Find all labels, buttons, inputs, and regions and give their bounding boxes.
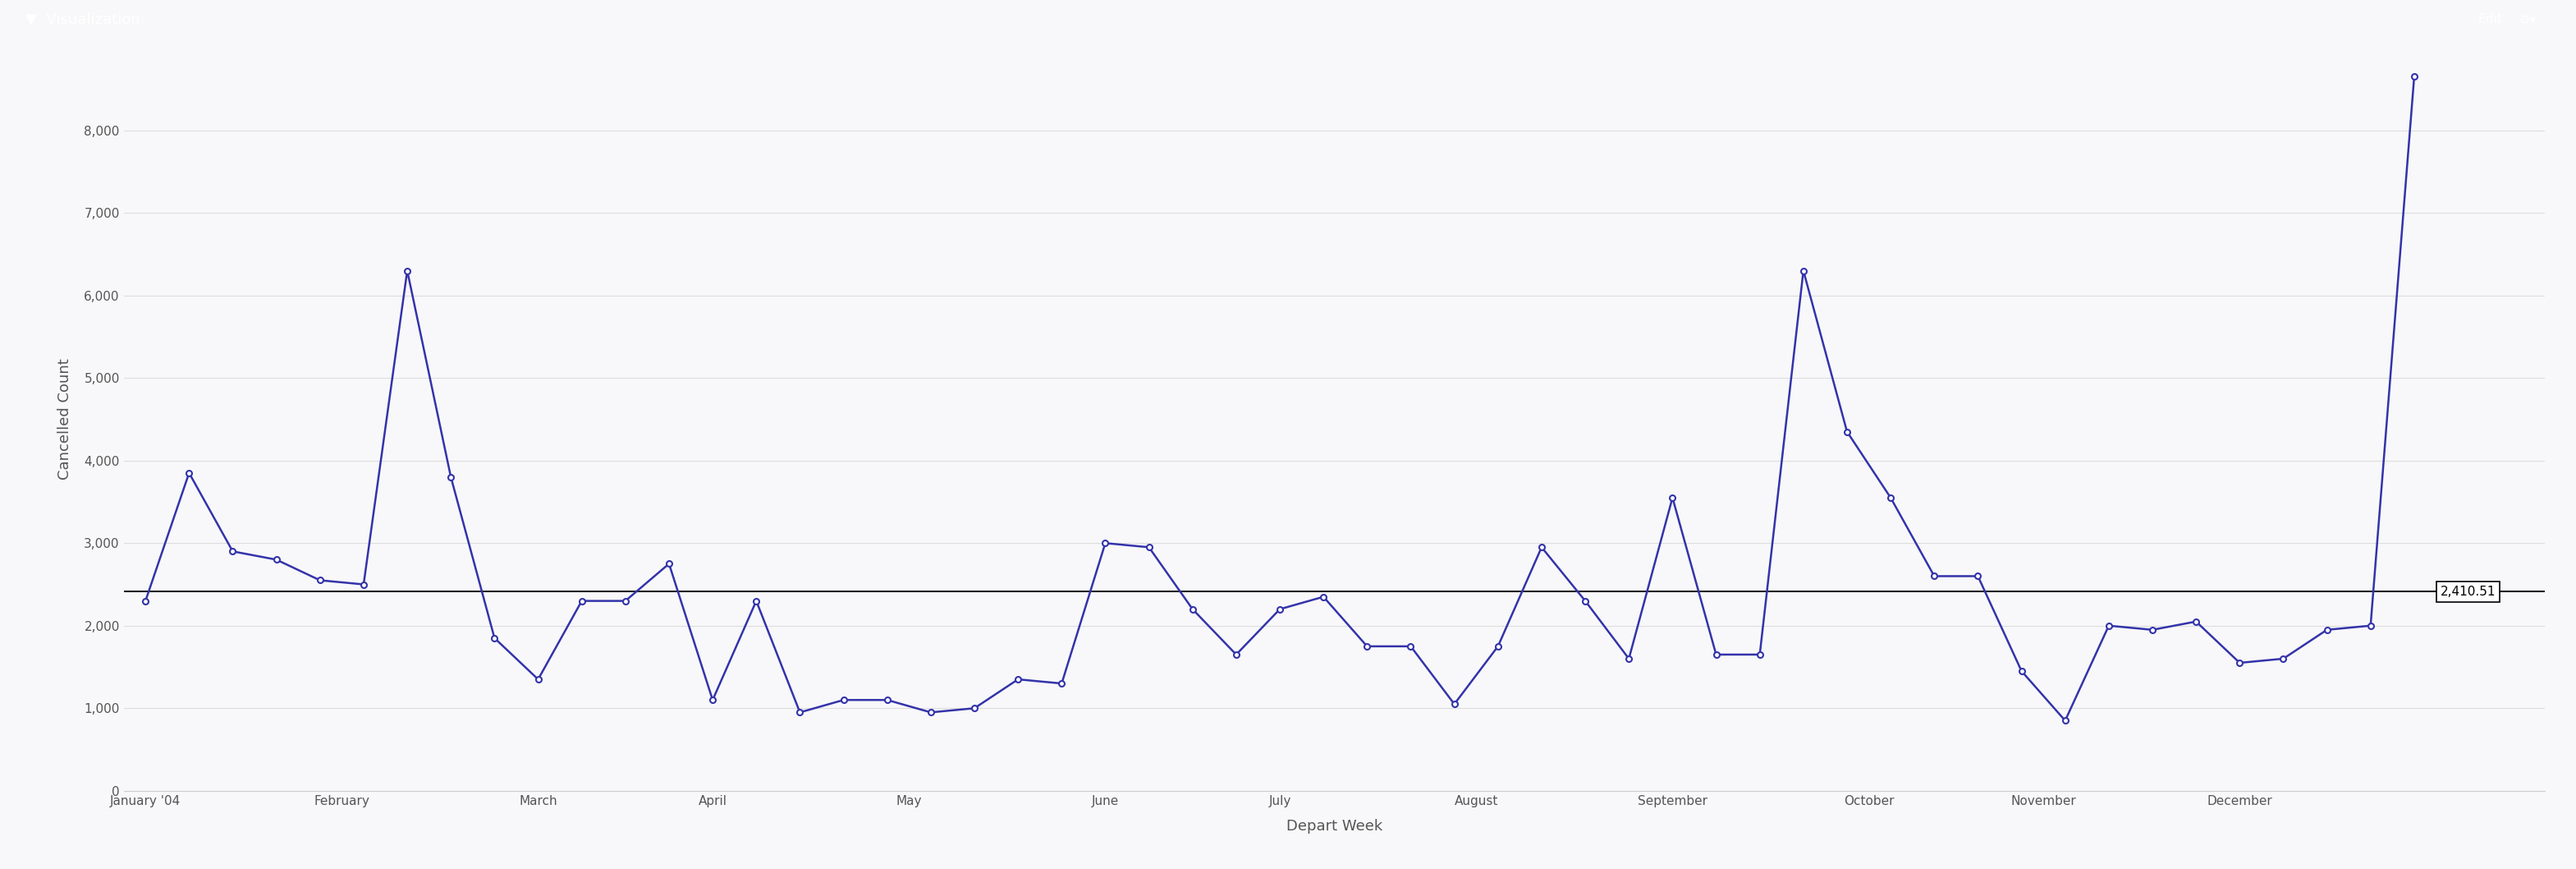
Text: ▼  Visualization: ▼ Visualization [26, 12, 139, 27]
Text: Edit: Edit [2478, 13, 2501, 26]
X-axis label: Depart Week: Depart Week [1285, 819, 1383, 833]
Text: ⚙▾: ⚙▾ [2519, 13, 2537, 26]
Text: 2,410.51: 2,410.51 [2439, 586, 2496, 598]
Y-axis label: Cancelled Count: Cancelled Count [57, 359, 72, 480]
